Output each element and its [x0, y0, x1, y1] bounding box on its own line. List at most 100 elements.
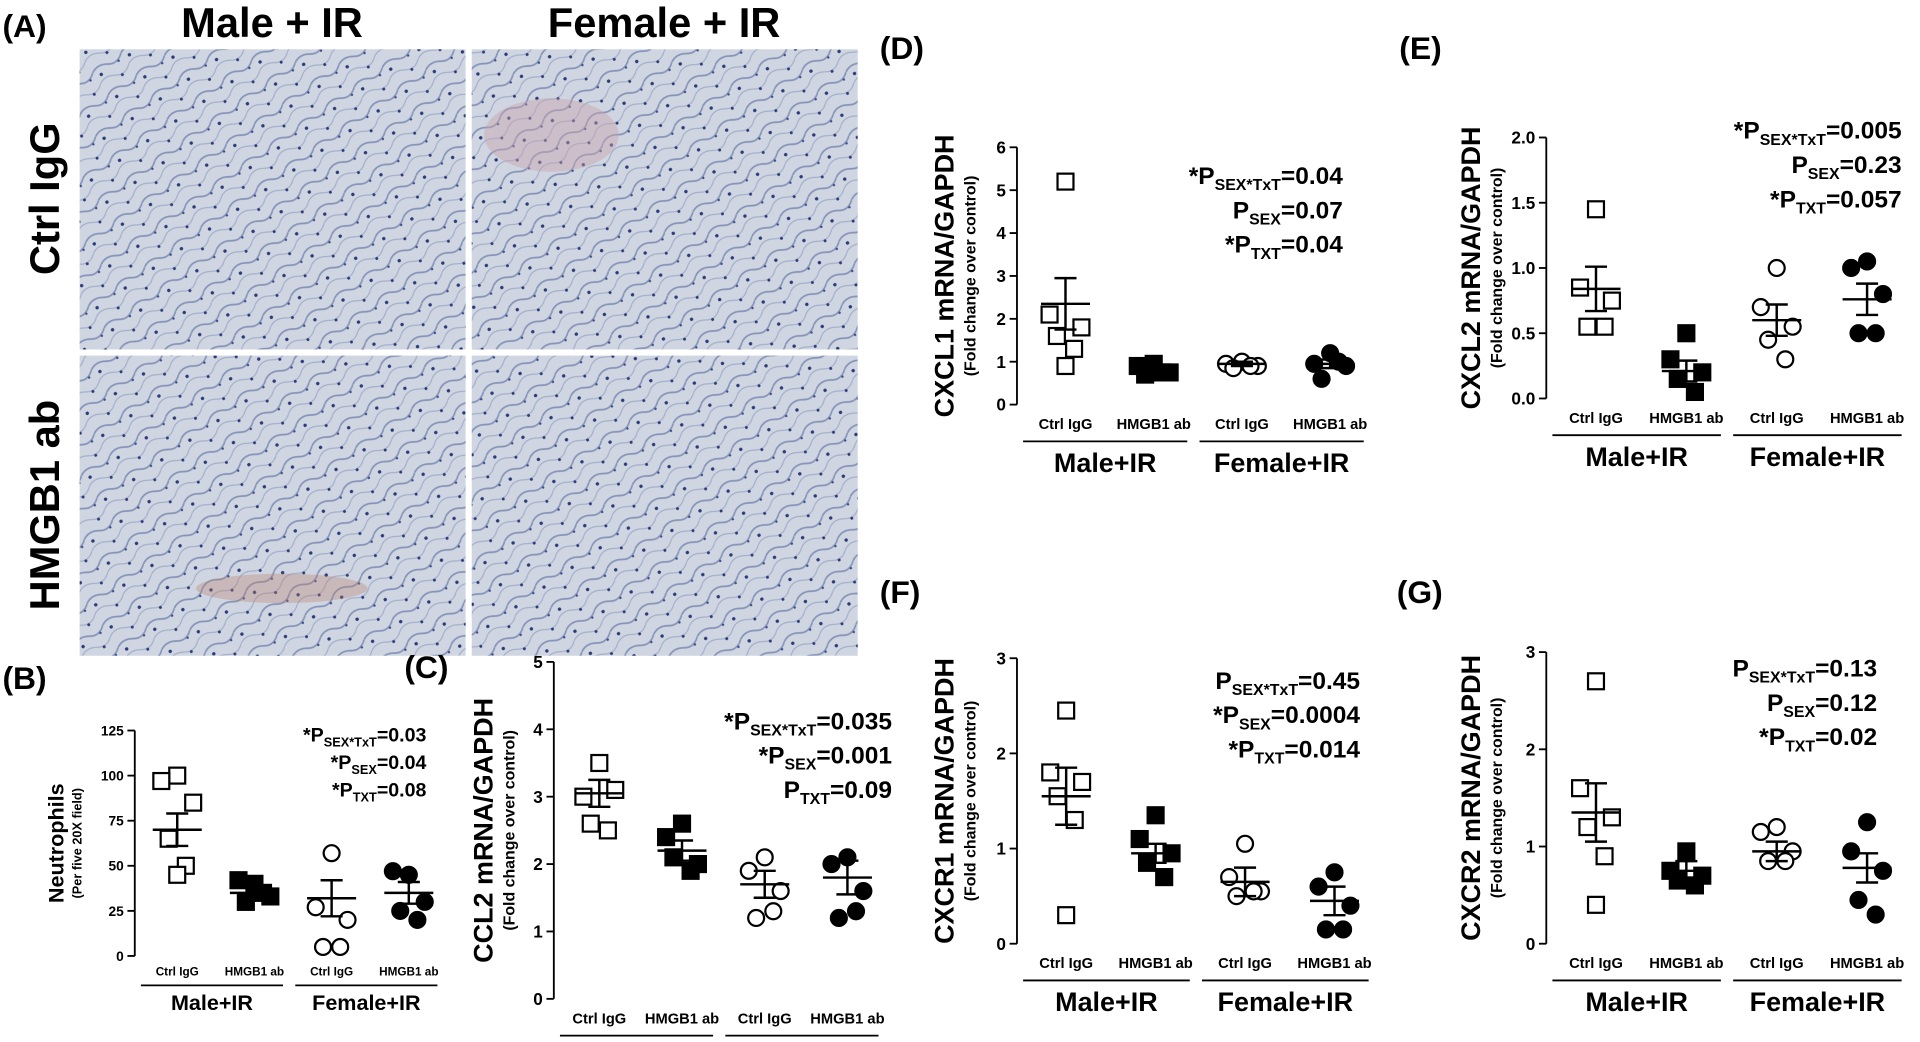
y-tick-label: 2.0: [1511, 128, 1535, 148]
data-point: [1842, 842, 1861, 861]
data-point: [606, 780, 625, 800]
data-point: [1312, 369, 1331, 388]
y-axis-sublabel: (Fold change over control): [962, 176, 979, 377]
data-point: [574, 787, 593, 806]
data-point: [681, 861, 700, 880]
error-bar: [166, 812, 189, 848]
annotation-subscript: SEX: [1249, 211, 1281, 228]
y-tick-label: 1.5: [1511, 193, 1535, 213]
annotation-value: =0.014: [1284, 736, 1360, 763]
data-point: [747, 908, 766, 928]
x-tick-label: Ctrl IgG: [1750, 411, 1804, 427]
y-tick-label: 100: [101, 769, 124, 784]
error-bar: [588, 778, 611, 809]
error-bar: [1765, 303, 1788, 338]
y-tick-label: 0: [1526, 934, 1536, 954]
error-bar: [1142, 366, 1165, 374]
data-point: [236, 892, 255, 911]
row-label: HMGB1 ab: [21, 400, 68, 611]
data-point: [1056, 172, 1075, 191]
y-axis-sublabel: (Fold change over control): [1489, 168, 1506, 369]
annotation: PSEX=0.23: [1791, 152, 1901, 183]
annotation-text: *P: [1225, 232, 1251, 259]
annotation-subscript: SEX: [785, 757, 817, 774]
data-point: [1685, 382, 1704, 402]
data-point: [1065, 339, 1084, 358]
data-point: [1858, 813, 1877, 832]
annotation-value: =0.23: [1840, 152, 1902, 179]
data-point: [322, 844, 341, 863]
group-label: Female+IR: [1750, 987, 1886, 1017]
data-point: [1783, 317, 1802, 336]
x-tick-label: Ctrl IgG: [572, 1011, 626, 1027]
y-tick-label: 4: [996, 223, 1006, 243]
data-point: [829, 908, 848, 928]
panel-label: (C): [404, 649, 448, 685]
y-axis-label: CXCR1 mRNA/GAPDH: [929, 658, 959, 944]
annotation-subscript: TXT: [1251, 246, 1281, 263]
data-point: [184, 793, 203, 812]
y-tick-label: 125: [101, 723, 124, 738]
annotation-text: *P: [1759, 724, 1785, 751]
annotation-value: =0.13: [1815, 656, 1877, 683]
data-point: [1842, 258, 1861, 278]
data-point: [331, 937, 350, 957]
annotation-text: *P: [724, 708, 750, 735]
annotation-value: =0.03: [377, 725, 427, 747]
data-point: [1578, 818, 1597, 837]
data-point: [338, 910, 357, 929]
data-point: [1767, 818, 1786, 837]
error-bar: [1230, 360, 1253, 368]
annotation-subscript: SEX*TxT: [1232, 682, 1299, 699]
x-tick-label: HMGB1 ab: [1649, 956, 1723, 972]
annotation-text: *P: [1770, 186, 1796, 213]
y-axis-label: CXCR2 mRNA/GAPDH: [1456, 655, 1486, 941]
annotation: *PSEX*TxT=0.03: [303, 725, 426, 750]
group-label: Male+IR: [1585, 442, 1688, 472]
y-tick-label: 0.0: [1511, 389, 1535, 409]
annotation: *PSEX*TxT=0.035: [724, 708, 892, 739]
data-point: [1155, 868, 1174, 887]
y-tick-label: 1: [533, 922, 543, 942]
data-point: [1578, 317, 1597, 336]
annotation-value: =0.057: [1826, 186, 1902, 213]
data-point: [1586, 895, 1606, 914]
annotation-value: =0.005: [1826, 118, 1902, 145]
data-point: [1858, 252, 1877, 271]
y-axis-sublabel: (Fold change over control): [962, 701, 979, 902]
panel-label: (E): [1399, 30, 1441, 66]
y-tick-label: 0: [996, 395, 1006, 415]
annotation-subscript: SEX*TxT: [1760, 132, 1827, 149]
data-point: [657, 828, 676, 847]
y-tick-label: 6: [996, 137, 1006, 157]
x-tick-label: Ctrl IgG: [1569, 411, 1623, 427]
annotation-subscript: SEX*TxT: [1215, 177, 1282, 194]
data-point: [415, 892, 434, 911]
data-point: [1661, 350, 1680, 369]
data-point: [1759, 330, 1778, 349]
annotation-text: P: [1791, 152, 1807, 179]
data-point: [1866, 324, 1885, 343]
annotation: *PSEX=0.001: [759, 743, 892, 774]
row-label: Ctrl IgG: [21, 122, 68, 275]
annotation: PSEX=0.07: [1233, 197, 1343, 228]
data-point: [1873, 861, 1893, 880]
y-tick-label: 1: [996, 352, 1006, 372]
data-point: [306, 898, 325, 917]
x-tick-label: HMGB1 ab: [1297, 956, 1371, 972]
data-point: [229, 871, 248, 890]
stain-region: [196, 573, 368, 604]
annotation-subscript: TXT: [1796, 200, 1826, 217]
error-bar: [1319, 358, 1342, 370]
annotation-text: *P: [1734, 118, 1760, 145]
annotation-subscript: SEX: [1783, 704, 1815, 721]
error-bar: [1675, 859, 1698, 882]
annotation-value: =0.45: [1298, 668, 1360, 695]
x-tick-label: Ctrl IgG: [156, 966, 199, 979]
data-point: [1235, 834, 1255, 853]
annotation-text: *P: [332, 779, 353, 801]
y-axis-label: Neutrophils: [44, 783, 69, 903]
x-tick-label: HMGB1 ab: [1117, 417, 1191, 433]
histology-image: [471, 355, 858, 656]
x-tick-label: Ctrl IgG: [1569, 956, 1623, 972]
